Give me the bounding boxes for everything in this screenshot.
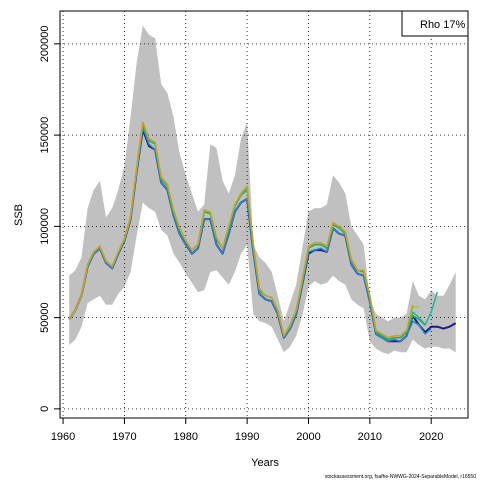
axis-layer: 1960 1970 1980 1990 2000 2010 2020 0 50000 100000… <box>39 25 443 443</box>
x-tick-label: 1990 <box>235 431 259 443</box>
x-tick-label: 1960 <box>51 431 75 443</box>
confidence-band <box>69 25 456 355</box>
x-tick-label: 1970 <box>112 431 136 443</box>
confidence-band-layer <box>69 25 456 355</box>
legend-frame <box>401 10 469 37</box>
x-tick-label: 2000 <box>296 431 320 443</box>
x-tick-label: 1980 <box>174 431 198 443</box>
source-footnote: stockassessment.org, fsafhe-NWWG-2024-Se… <box>325 474 476 480</box>
x-tick-label: 2010 <box>358 431 382 443</box>
y-tick-label: 0 <box>39 406 51 412</box>
y-tick-label: 150000 <box>39 117 51 154</box>
legend-box: Rho 17% <box>401 10 469 37</box>
series-layer <box>68 121 457 343</box>
legend-label: Rho 17% <box>420 19 465 31</box>
series-line-6 <box>68 121 414 339</box>
y-axis-title: SSB <box>13 204 25 226</box>
plot-frame <box>59 10 469 419</box>
y-tick-label: 100000 <box>39 208 51 245</box>
y-tick-label: 200000 <box>39 25 51 62</box>
x-tick-label: 2020 <box>419 431 443 443</box>
x-axis-title: Years <box>251 457 279 469</box>
y-tick-label: 50000 <box>39 302 51 333</box>
